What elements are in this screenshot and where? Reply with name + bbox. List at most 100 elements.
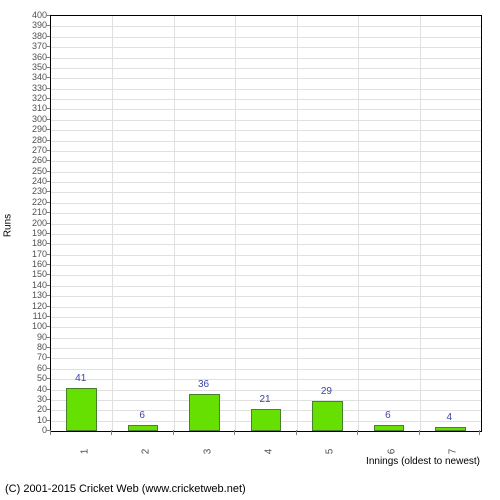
- grid-line: [51, 58, 481, 59]
- grid-line: [51, 192, 481, 193]
- x-tick-label: 3: [202, 449, 213, 455]
- y-tick-mark: [46, 25, 50, 26]
- grid-line: [51, 78, 481, 79]
- y-tick-label: 350: [22, 62, 47, 72]
- grid-line: [51, 286, 481, 287]
- grid-line: [51, 265, 481, 266]
- bar: [435, 427, 466, 431]
- y-tick-label: 90: [22, 332, 47, 342]
- x-tick-label: 5: [325, 449, 336, 455]
- y-tick-label: 310: [22, 103, 47, 113]
- y-tick-label: 150: [22, 269, 47, 279]
- y-tick-mark: [46, 129, 50, 130]
- y-tick-mark: [46, 295, 50, 296]
- y-tick-label: 260: [22, 155, 47, 165]
- grid-line: [51, 141, 481, 142]
- y-tick-label: 330: [22, 83, 47, 93]
- y-tick-mark: [46, 57, 50, 58]
- bar-value-label: 6: [139, 410, 145, 421]
- y-tick-label: 390: [22, 20, 47, 30]
- y-tick-label: 340: [22, 72, 47, 82]
- grid-line: [51, 130, 481, 131]
- x-tick-mark: [234, 430, 235, 435]
- x-tick-label: 7: [448, 449, 459, 455]
- y-tick-label: 200: [22, 218, 47, 228]
- grid-line: [51, 99, 481, 100]
- x-tick-mark: [173, 430, 174, 435]
- y-axis-title: Runs: [3, 214, 14, 237]
- grid-line: [51, 47, 481, 48]
- bar-value-label: 21: [259, 394, 270, 405]
- bar: [374, 425, 405, 431]
- y-tick-label: 30: [22, 394, 47, 404]
- y-tick-mark: [46, 326, 50, 327]
- y-tick-mark: [46, 399, 50, 400]
- y-tick-mark: [46, 254, 50, 255]
- x-tick-label: 4: [264, 449, 275, 455]
- y-tick-mark: [46, 306, 50, 307]
- grid-line: [51, 109, 481, 110]
- x-tick-label: 2: [141, 449, 152, 455]
- y-tick-mark: [46, 77, 50, 78]
- y-tick-mark: [46, 212, 50, 213]
- y-tick-mark: [46, 389, 50, 390]
- y-tick-label: 300: [22, 114, 47, 124]
- bar-value-label: 36: [198, 379, 209, 390]
- bar: [128, 425, 159, 431]
- y-tick-label: 220: [22, 197, 47, 207]
- y-tick-mark: [46, 316, 50, 317]
- grid-line: [51, 89, 481, 90]
- y-tick-label: 230: [22, 186, 47, 196]
- grid-line: [51, 255, 481, 256]
- y-tick-label: 40: [22, 384, 47, 394]
- y-tick-label: 130: [22, 290, 47, 300]
- y-tick-label: 20: [22, 404, 47, 414]
- grid-line: [51, 203, 481, 204]
- y-tick-label: 380: [22, 31, 47, 41]
- y-tick-label: 10: [22, 415, 47, 425]
- y-tick-mark: [46, 150, 50, 151]
- grid-line: [51, 182, 481, 183]
- y-tick-mark: [46, 264, 50, 265]
- grid-line: [51, 317, 481, 318]
- y-tick-mark: [46, 409, 50, 410]
- y-tick-label: 280: [22, 135, 47, 145]
- x-tick-mark: [50, 430, 51, 435]
- bar-value-label: 4: [447, 412, 453, 423]
- y-tick-mark: [46, 108, 50, 109]
- y-tick-label: 270: [22, 145, 47, 155]
- x-separator: [358, 16, 359, 431]
- x-separator: [174, 16, 175, 431]
- y-tick-mark: [46, 119, 50, 120]
- grid-line: [51, 213, 481, 214]
- grid-line: [51, 151, 481, 152]
- bar: [189, 394, 220, 431]
- y-tick-mark: [46, 420, 50, 421]
- grid-line: [51, 275, 481, 276]
- x-tick-mark: [111, 430, 112, 435]
- y-tick-mark: [46, 243, 50, 244]
- y-tick-mark: [46, 202, 50, 203]
- grid-line: [51, 172, 481, 173]
- y-tick-label: 180: [22, 238, 47, 248]
- bar-value-label: 41: [75, 373, 86, 384]
- x-separator: [297, 16, 298, 431]
- grid-line: [51, 26, 481, 27]
- bar-value-label: 29: [321, 386, 332, 397]
- y-tick-label: 190: [22, 228, 47, 238]
- bar-value-label: 6: [385, 410, 391, 421]
- x-tick-label: 1: [79, 449, 90, 455]
- y-tick-label: 290: [22, 124, 47, 134]
- x-separator: [420, 16, 421, 431]
- x-tick-mark: [479, 430, 480, 435]
- y-tick-mark: [46, 88, 50, 89]
- y-tick-label: 100: [22, 321, 47, 331]
- grid-line: [51, 161, 481, 162]
- grid-line: [51, 390, 481, 391]
- y-tick-mark: [46, 67, 50, 68]
- y-tick-label: 80: [22, 342, 47, 352]
- bar: [251, 409, 282, 431]
- y-tick-mark: [46, 98, 50, 99]
- y-tick-mark: [46, 285, 50, 286]
- y-tick-mark: [46, 357, 50, 358]
